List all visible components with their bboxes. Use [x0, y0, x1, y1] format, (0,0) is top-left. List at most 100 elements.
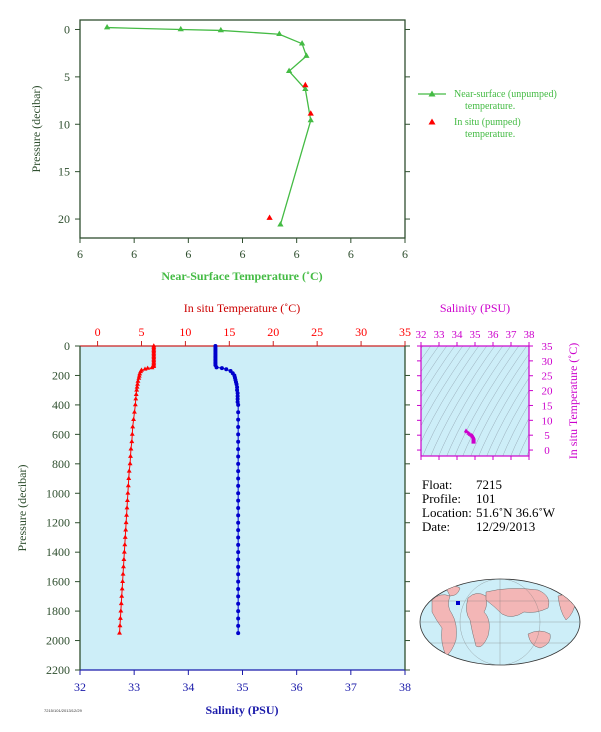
density-contour — [510, 417, 529, 456]
density-contour — [454, 346, 519, 456]
temperature-point — [121, 556, 127, 561]
salinity-point — [236, 425, 241, 429]
density-contour — [526, 450, 529, 456]
temperature-point — [129, 438, 135, 444]
x-tick-label: 6 — [77, 247, 83, 261]
y-tick-label: 20 — [58, 212, 70, 226]
temperature-point — [120, 578, 126, 584]
salinity-tick-label: 36 — [291, 680, 303, 694]
near-surface-y-label: Pressure (decibar) — [29, 86, 43, 173]
salinity-point — [236, 476, 241, 481]
salinity-tick-label: 38 — [399, 680, 411, 694]
pressure-axis-ticks: 0 200 400 600 800 1000 1200 1400 1600 1800 2000 220… — [46, 339, 410, 677]
ts-salinity-tick-label: 36 — [488, 329, 500, 341]
temp-tick-label: 10 — [179, 325, 191, 339]
ts-salinity-tick-label: 33 — [434, 329, 446, 341]
temperature-point — [133, 391, 139, 396]
temperature-point — [122, 542, 128, 547]
near-surface-point — [307, 116, 314, 123]
temp-tick-label: 30 — [355, 325, 367, 339]
temperature-point — [131, 416, 137, 422]
temperature-point — [132, 409, 137, 414]
salinity-point — [235, 394, 240, 399]
y-tick-label: 0 — [64, 22, 70, 36]
near-surface-chart: 6 6 6 6 6 6 6 0 5 10 15 20 Near-Surface Temperatur… — [29, 19, 410, 283]
salinity-point — [236, 572, 241, 577]
temperature-point — [135, 378, 141, 383]
pressure-tick-label: 1800 — [46, 604, 70, 618]
salinity-point — [236, 417, 241, 422]
y-tick-label: 15 — [58, 165, 70, 179]
near-surface-point — [285, 67, 293, 73]
salinity-tick-label: 33 — [128, 680, 140, 694]
ts-x-title: Salinity (PSU) — [440, 301, 510, 315]
ts-y-title: In situ Temperature (˚C) — [566, 343, 580, 460]
pressure-axis-title: Pressure (decibar) — [15, 465, 29, 552]
temperature-point — [145, 365, 151, 370]
ts-temperature-ticks: 0 5 10 15 20 25 30 35 — [417, 341, 553, 457]
temperature-point — [117, 623, 123, 628]
salinity-point — [236, 616, 241, 621]
pressure-tick-label: 2200 — [46, 663, 70, 677]
temp-tick-label: 25 — [311, 325, 323, 339]
temp-tick-label: 20 — [267, 325, 279, 339]
salinity-point — [236, 410, 241, 415]
salinity-point — [235, 385, 240, 390]
density-contour — [421, 346, 431, 361]
ts-temp-tick-label: 25 — [542, 371, 554, 383]
in-situ-point — [302, 81, 309, 88]
ts-temp-tick-label: 0 — [544, 445, 550, 457]
near-surface-frame — [79, 19, 406, 239]
temperature-point — [134, 384, 140, 389]
near-surface-point — [217, 26, 224, 33]
temp-tick-label: 15 — [223, 325, 235, 339]
ts-points — [463, 428, 476, 444]
pressure-tick-label: 1000 — [46, 486, 70, 500]
salinity-point — [235, 391, 240, 396]
temperature-point — [132, 402, 138, 407]
salinity-point — [236, 601, 241, 606]
near-surface-line — [107, 26, 312, 225]
temperature-point — [124, 497, 130, 503]
salinity-point — [236, 439, 241, 444]
salinity-point — [236, 469, 241, 474]
density-contour — [462, 346, 527, 456]
density-contour — [421, 346, 471, 427]
salinity-point — [236, 587, 241, 591]
legend-near-surface-line1: Near-surface (unpumped) — [454, 89, 557, 100]
ts-salinity-ticks: 32 33 34 35 36 37 38 — [416, 329, 535, 460]
salinity-point — [236, 623, 241, 628]
legend-near-surface-line2: temperature. — [465, 101, 515, 112]
near-surface-x-label: Near-Surface Temperature (˚C) — [161, 269, 322, 283]
temperature-point — [137, 371, 143, 376]
ts-salinity-tick-label: 37 — [506, 329, 518, 341]
density-contour — [421, 346, 439, 373]
salinity-point — [236, 579, 241, 584]
salinity-tick-label: 37 — [345, 680, 357, 694]
salinity-point — [236, 447, 241, 452]
salinity-tick-label: 34 — [182, 680, 194, 694]
density-contour — [518, 433, 529, 456]
temperature-point — [128, 446, 134, 451]
x-tick-label: 6 — [294, 247, 300, 261]
ts-density-contours — [421, 346, 529, 456]
in-situ-point — [266, 214, 273, 220]
pressure-tick-label: 0 — [64, 339, 70, 353]
salinity-point — [236, 520, 241, 525]
location-row: Location: 51.6˚N 36.6˚W — [422, 505, 556, 520]
legend-red-triangle-icon — [428, 118, 436, 125]
pressure-tick-label: 800 — [52, 457, 70, 471]
legend-in-situ-line2: temperature. — [465, 129, 515, 140]
salinity-tick-label: 35 — [237, 680, 249, 694]
density-contour — [422, 346, 487, 456]
temperature-axis-title: In situ Temperature (˚C) — [184, 301, 301, 315]
temperature-axis-ticks: 0 5 10 15 20 25 30 35 — [95, 325, 411, 346]
density-contour — [446, 346, 511, 456]
temperature-point — [126, 475, 132, 480]
ts-temp-tick-label: 15 — [542, 400, 554, 412]
temperature-point — [127, 461, 133, 466]
in-situ-point — [307, 110, 314, 116]
salinity-point — [236, 432, 241, 437]
near-surface-point — [298, 40, 306, 46]
